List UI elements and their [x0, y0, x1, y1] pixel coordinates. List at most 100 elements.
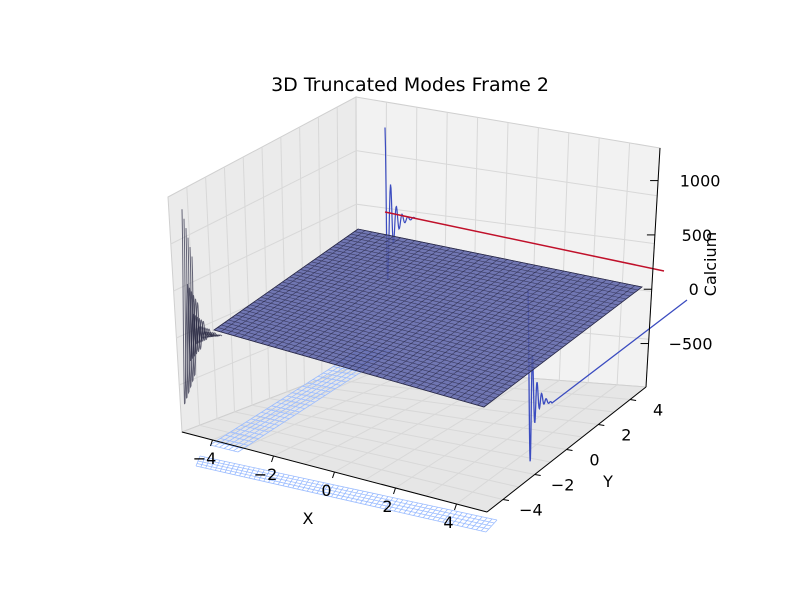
floor-projection-line — [379, 496, 389, 509]
floor-projection-line — [345, 488, 354, 501]
mesh-line — [289, 276, 568, 345]
floor-projection-line — [456, 513, 468, 526]
floor-projection-line — [369, 494, 379, 506]
floor-projection-line — [234, 464, 240, 475]
y-tick-mark — [566, 449, 573, 451]
mesh-line — [450, 279, 607, 398]
floor-projection-line — [287, 476, 295, 488]
floor-projection-line — [312, 379, 341, 386]
floor-projection-line — [340, 487, 349, 500]
mesh-line — [339, 241, 623, 303]
floor-projection-line — [219, 461, 226, 472]
x-tick-label: −4 — [193, 449, 217, 468]
x-wall-projection — [181, 209, 223, 405]
floor-projection-line — [408, 502, 419, 515]
floor-projection-line — [374, 495, 384, 507]
floor-projection-line — [437, 509, 448, 522]
floor-projection-line — [250, 418, 280, 426]
y-tick-mark — [502, 499, 509, 501]
floor-projection-line — [301, 479, 310, 491]
floor-projection-line — [297, 478, 305, 490]
mesh-line — [362, 260, 515, 373]
floor-projection-line — [333, 366, 362, 373]
mesh-line — [318, 256, 599, 321]
grid-line — [269, 398, 567, 450]
floor-projection-line — [248, 467, 255, 479]
floor-projection-line — [209, 444, 239, 453]
mesh-line — [483, 286, 643, 408]
mesh-line — [389, 266, 543, 381]
x-tick-label: −2 — [254, 465, 278, 484]
floor-projection-line — [210, 459, 216, 470]
x-tick-label: 4 — [443, 513, 453, 532]
grid-line — [170, 150, 658, 245]
floor-projection-line — [200, 456, 206, 468]
y-tick-mark — [534, 474, 541, 476]
floor-projection-line — [447, 511, 458, 524]
floor-projection-line — [350, 489, 359, 502]
floor-projection-line — [466, 515, 478, 528]
floor-projection-line — [331, 485, 339, 498]
mesh-line — [463, 282, 621, 402]
floor-projection-line — [240, 425, 269, 433]
z-ticks: −500 0 500 1000 — [640, 172, 720, 354]
floor-projection-line — [451, 512, 463, 525]
grid-line — [616, 142, 631, 385]
mesh-line — [477, 285, 636, 406]
floor-projection-line — [442, 510, 453, 523]
x-ticks: −4 −2 0 2 4 — [193, 439, 457, 532]
grid-line — [456, 384, 618, 505]
y-ticks: −4 −2 0 2 4 — [502, 399, 663, 520]
grid-line — [173, 203, 655, 292]
mesh-line — [321, 253, 603, 318]
mesh-line — [355, 259, 508, 371]
floor-projection-line — [322, 372, 352, 380]
mesh-line — [296, 271, 575, 339]
floor-projection-line — [261, 411, 290, 420]
y-tick-label: 2 — [621, 426, 631, 445]
floor-projection-line — [258, 469, 265, 481]
floor-projection-line — [292, 392, 321, 400]
chart-title: 3D Truncated Modes Frame 2 — [271, 74, 549, 96]
floor-projection-line — [471, 516, 483, 529]
floor-projection-line — [311, 481, 320, 493]
floor-projection-line — [268, 471, 275, 483]
back-ridge — [384, 127, 416, 280]
y-tick-label: −2 — [551, 476, 575, 495]
floor-projection-line — [393, 499, 404, 512]
floor-projection-line — [292, 477, 300, 489]
floor-projection-line — [307, 382, 336, 390]
mesh-line — [429, 275, 586, 392]
x-tick-mark — [454, 503, 457, 511]
mesh-line — [443, 278, 600, 396]
floor-projection-line — [224, 462, 231, 473]
y-tick-label: −4 — [519, 501, 543, 520]
mesh-line — [285, 279, 564, 348]
mesh-line — [416, 272, 572, 388]
floor-projection-line — [427, 506, 438, 520]
mesh-line — [350, 233, 635, 294]
floor-projection-line — [317, 376, 346, 383]
mesh-line — [369, 262, 522, 375]
red-contour-line — [384, 211, 665, 272]
floor-projection-line — [384, 497, 394, 510]
grid-line — [261, 146, 270, 399]
mesh-line — [409, 270, 565, 387]
y-tick-mark — [630, 399, 637, 401]
floor-projection-line — [276, 402, 305, 410]
floor-projection-line — [256, 415, 285, 423]
grid-line — [242, 156, 253, 406]
x-wall-ridge — [191, 256, 223, 377]
grid-line — [205, 176, 218, 419]
floor-projection-line — [277, 473, 285, 485]
mesh-line — [336, 243, 619, 306]
mesh-line — [470, 283, 628, 404]
floor-projection-line — [220, 438, 249, 446]
x-tick-label: 2 — [382, 497, 392, 516]
floor-projection-line — [476, 517, 488, 531]
grid-line — [425, 382, 589, 497]
floor-projection-line — [263, 470, 270, 482]
grid-line — [304, 384, 599, 425]
mesh-line — [436, 276, 593, 394]
floor-projection-line — [266, 408, 295, 416]
